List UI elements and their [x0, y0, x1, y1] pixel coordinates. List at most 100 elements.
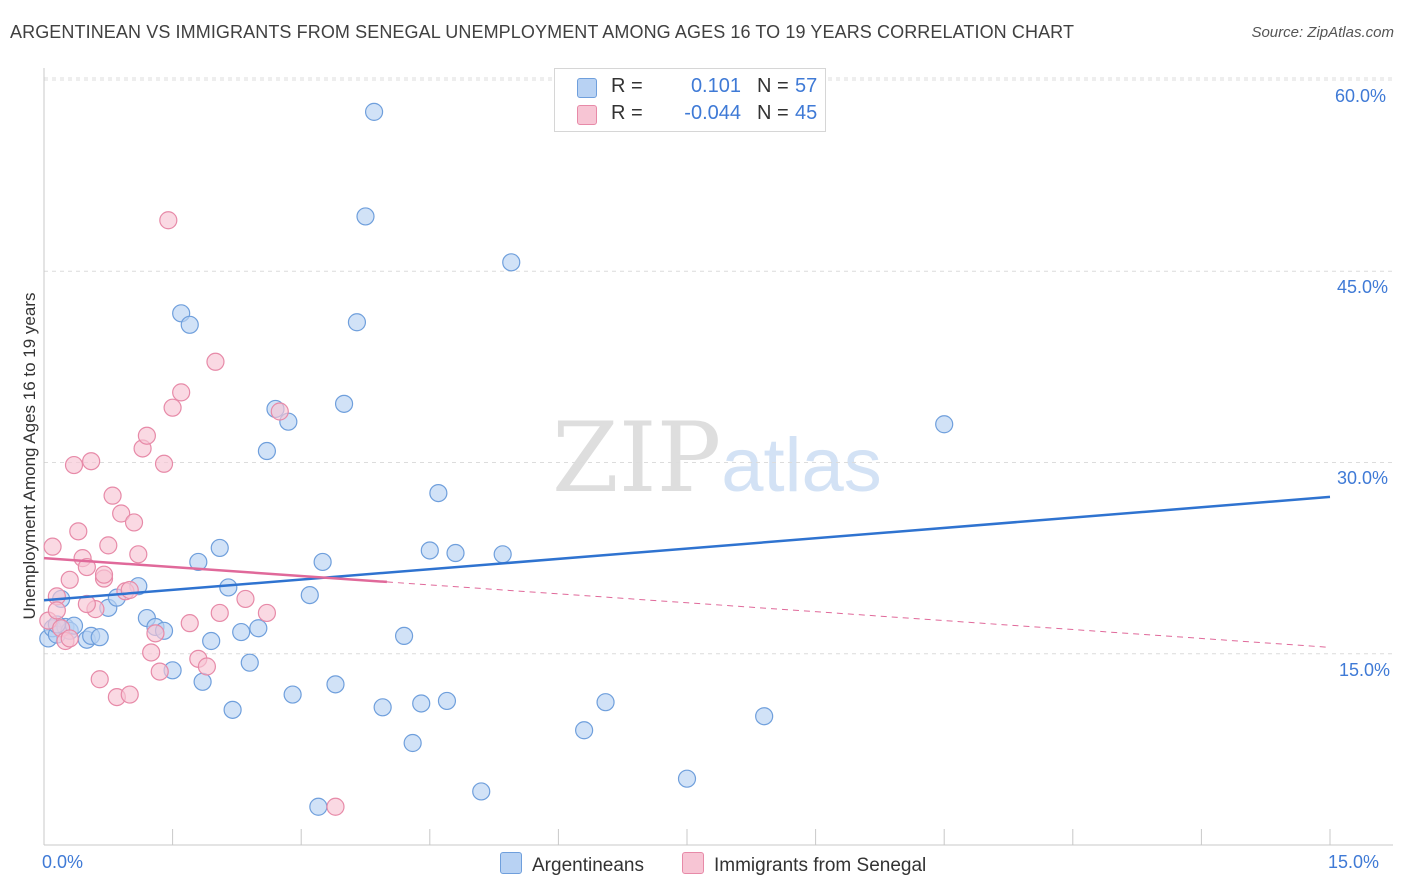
y-tick-label: 45.0%	[1337, 277, 1389, 297]
senegal-point	[154, 454, 174, 473]
argentineans-point	[356, 207, 375, 226]
argentineans-point	[347, 313, 367, 332]
watermark-zip: ZIP	[552, 402, 722, 514]
n-label: N =	[757, 102, 789, 124]
argentineans-point	[412, 694, 431, 713]
senegal-point	[257, 603, 277, 623]
argentineans-trend-line	[43, 495, 1331, 602]
argentineans-point	[300, 585, 319, 605]
senegal-point	[124, 513, 144, 532]
argentineans-point	[240, 653, 259, 672]
argentineans-point	[446, 543, 465, 563]
argentineans-point	[364, 102, 384, 121]
argentineans-swatch	[577, 78, 597, 98]
senegal-trend-line-extension	[386, 581, 1331, 648]
argentineans-point	[210, 538, 229, 558]
argentineans-point	[403, 733, 422, 753]
senegal-point	[163, 398, 182, 417]
legend-label: Argentineans	[532, 855, 644, 876]
senegal-point	[197, 657, 216, 676]
senegal-swatch	[577, 105, 597, 125]
senegal-point	[82, 452, 101, 471]
senegal-point	[129, 545, 148, 564]
senegal-point	[270, 402, 289, 421]
y-tick-label: 15.0%	[1339, 660, 1391, 680]
argentineans-point	[189, 552, 208, 572]
senegal-point	[236, 589, 255, 609]
senegal-point	[180, 614, 199, 633]
argentineans-point	[309, 797, 328, 816]
argentineans-point	[326, 675, 345, 694]
senegal-point	[69, 522, 88, 541]
argentineans-point	[677, 769, 697, 788]
argentineans-point	[249, 619, 268, 638]
argentineans-point	[180, 315, 199, 334]
argentineans-point	[493, 545, 512, 564]
n-label: N =	[757, 75, 789, 97]
senegal-point	[150, 662, 169, 681]
x-tick-label: 15.0%	[1328, 852, 1380, 872]
r-label: R =	[611, 75, 643, 97]
legend-label: Immigrants from Senegal	[714, 855, 927, 876]
argentineans-point	[394, 626, 414, 646]
argentineans-point	[420, 541, 439, 560]
argentineans-point	[334, 394, 354, 413]
watermark-atlas: atlas	[721, 423, 882, 508]
argentineans-point	[202, 631, 221, 651]
y-axis-label: Unemployment Among Ages 16 to 19 years	[20, 292, 39, 620]
senegal-point	[64, 455, 84, 475]
argentineans-point	[313, 552, 332, 572]
argentineans-point	[373, 698, 392, 717]
legend-item-argentineans: Argentineans	[500, 852, 644, 877]
senegal-legend-swatch	[682, 852, 704, 874]
senegal-point	[60, 629, 79, 648]
argentineans-point	[596, 693, 615, 712]
argentineans-point	[223, 700, 242, 719]
r-value: -0.044	[684, 102, 741, 124]
senegal-point	[112, 504, 131, 523]
legend-item-senegal: Immigrants from Senegal	[682, 852, 926, 877]
senegal-point	[99, 536, 118, 555]
senegal-point	[172, 383, 191, 402]
argentineans-point	[193, 672, 212, 691]
senegal-point	[326, 797, 345, 816]
argentineans-point	[502, 253, 521, 272]
senegal-point	[94, 565, 114, 584]
senegal-point	[159, 211, 178, 230]
watermark: ZIPatlas	[552, 402, 882, 514]
argentineans-point	[429, 484, 448, 503]
senegal-point	[77, 557, 96, 577]
argentineans-point	[219, 578, 238, 597]
senegal-point	[210, 603, 229, 623]
senegal-point	[120, 580, 139, 600]
senegal-point	[206, 352, 225, 371]
senegal-trend-line	[43, 556, 388, 584]
argentineans-legend-swatch	[500, 852, 522, 874]
senegal-point	[103, 486, 122, 505]
correlation-legend: R = 0.101 N = 57 R = -0.044 N = 45	[554, 68, 826, 132]
senegal-point	[47, 601, 66, 620]
senegal-point	[142, 643, 161, 662]
y-tick-label: 60.0%	[1335, 86, 1387, 106]
argentineans-point	[472, 782, 491, 801]
argentineans-point	[437, 691, 457, 711]
senegal-point	[120, 685, 139, 704]
r-value: 0.101	[690, 75, 741, 97]
argentineans-point	[90, 628, 109, 647]
senegal-point	[146, 624, 165, 643]
senegal-point	[43, 537, 62, 556]
argentineans-point	[575, 721, 594, 740]
argentineans-point	[257, 441, 277, 461]
senegal-point	[137, 426, 156, 445]
senegal-point	[60, 570, 79, 589]
argentineans-point	[283, 685, 302, 704]
argentineans-point	[935, 415, 954, 434]
y-tick-label: 30.0%	[1337, 468, 1389, 488]
n-value: 45	[795, 102, 818, 124]
n-value: 57	[795, 75, 818, 97]
argentineans-point	[755, 707, 774, 726]
source-label: Source: ZipAtlas.com	[1251, 24, 1394, 41]
r-label: R =	[611, 102, 643, 124]
argentineans-point	[232, 622, 251, 642]
